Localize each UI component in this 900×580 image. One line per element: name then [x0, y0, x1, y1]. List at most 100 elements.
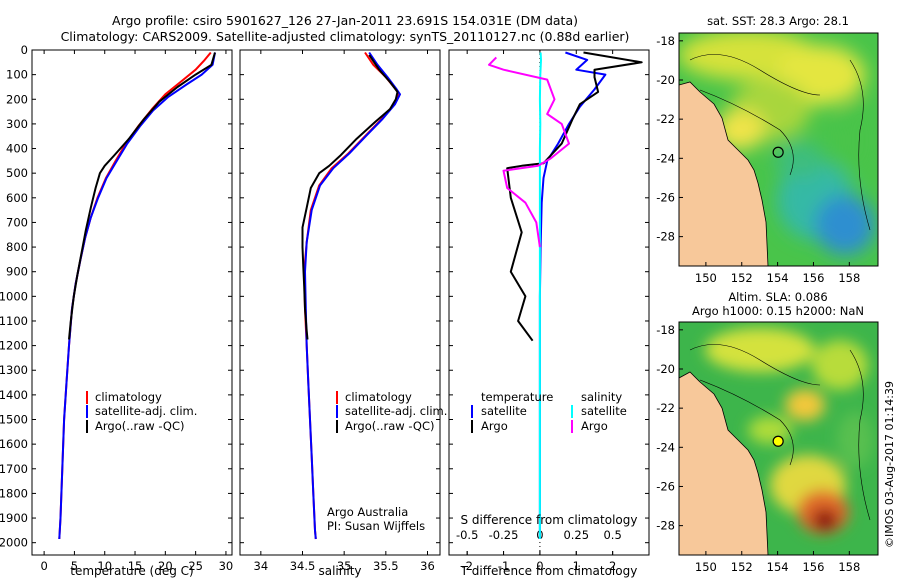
sla-argo-location-marker — [772, 435, 784, 447]
y-tick-label: 1900 — [0, 511, 28, 525]
sst-blob — [840, 100, 878, 180]
y-tick-label: 1500 — [0, 413, 28, 427]
x-tick-label: 35 — [337, 559, 352, 573]
map-x-tick-label: 154 — [767, 271, 789, 285]
map-y-tick-label: -26 — [656, 479, 675, 493]
x-tick-label: 2 — [609, 559, 616, 573]
y-tick-label: 1700 — [0, 462, 28, 476]
map-x-tick-label: 158 — [838, 560, 860, 574]
sst-blob — [815, 195, 875, 255]
y-tick-label: 900 — [6, 265, 28, 279]
sla-blob — [812, 340, 868, 390]
map-y-tick-label: -20 — [656, 362, 675, 376]
map-y-tick-label: -28 — [656, 230, 675, 244]
difference-x-label: T difference from climatology — [460, 564, 638, 578]
sla-field-blobs — [705, 328, 873, 534]
imos-credit: ©IMOS 03-Aug-2017 01:14:39 — [883, 381, 896, 548]
x-tick-label: 0 — [40, 559, 47, 573]
salinity-plot-frame — [239, 49, 441, 556]
y-tick-label: 1600 — [0, 437, 28, 451]
sla-map-axes: 150 152 154 156 158 -18 -20 -22 -24 -26 -28 — [656, 323, 860, 574]
x-tick-label: 34 — [254, 559, 269, 573]
salinity-panel: 34 34.5 35 35.5 36 climatology satellite-adj… — [239, 49, 447, 578]
y-tick-label: 1000 — [0, 289, 28, 303]
legend-label-satellite: satellite-adj. clim. — [95, 404, 197, 418]
y-tick-label: 400 — [6, 142, 28, 156]
x-tick-label: 34.5 — [290, 559, 316, 573]
sst-argo-location-marker — [772, 146, 784, 158]
map-x-tick-label: 152 — [731, 560, 753, 574]
top-x-tick-label: 0.5 — [603, 528, 621, 542]
temperature-series — [58, 51, 216, 540]
y-tick-label: 1800 — [0, 486, 28, 500]
temperature-axes: 0100200300400500600700800900100011001200… — [0, 43, 233, 573]
difference-legend: temperature satellite Argo salinity sate… — [471, 390, 627, 433]
x-tick-label: 5 — [71, 559, 78, 573]
sla-map-field — [679, 322, 878, 555]
salinity-x-label: salinity — [318, 564, 361, 578]
map-y-tick-label: -24 — [656, 151, 675, 165]
sst-map-frame — [678, 32, 879, 267]
top-x-tick-label: -0.25 — [489, 528, 519, 542]
difference-panel: -2-1012-0.5-0.2500.250.5 temperature sat… — [448, 49, 650, 578]
series-line-s-satellite — [538, 52, 542, 539]
figure-title-line1: Argo profile: csiro 5901627_126 27-Jan-2… — [112, 13, 578, 28]
sla-blob — [785, 389, 825, 421]
x-tick-label: 10 — [97, 559, 112, 573]
sst-map-field — [679, 33, 878, 266]
temperature-panel: 0100200300400500600700800900100011001200… — [0, 43, 233, 578]
temperature-legend: climatology satellite-adj. clim. Argo(..… — [86, 390, 197, 433]
figure-title-line2: Climatology: CARS2009. Satellite-adjuste… — [61, 29, 630, 44]
x-tick-label: 1 — [573, 559, 580, 573]
map-x-tick-label: 154 — [767, 560, 789, 574]
sst-bathymetry-contours — [689, 54, 871, 231]
sst-blob — [775, 142, 825, 178]
map-y-tick-label: -22 — [656, 401, 675, 415]
legend-label-argo: Argo(..raw -QC) — [345, 419, 435, 433]
legend-label-s-argo: Argo — [581, 419, 608, 433]
x-tick-label: 36 — [420, 559, 435, 573]
y-tick-label: 1300 — [0, 363, 28, 377]
temperature-x-label: temperature (deg C) — [70, 564, 193, 578]
map-y-tick-label: -18 — [656, 34, 675, 48]
map-y-tick-label: -26 — [656, 190, 675, 204]
sla-blob — [748, 416, 792, 444]
map-x-tick-label: 152 — [731, 271, 753, 285]
y-tick-label: 500 — [6, 166, 28, 180]
map-x-tick-label: 158 — [838, 271, 860, 285]
map-x-tick-label: 156 — [802, 560, 824, 574]
difference-top-axis-label: S difference from climatology — [461, 513, 638, 527]
legend-label-climatology: climatology — [95, 390, 162, 404]
map-y-tick-label: -24 — [656, 440, 675, 454]
x-tick-label: -2 — [461, 559, 472, 573]
x-tick-label: 35.5 — [373, 559, 399, 573]
difference-plot-frame — [448, 49, 650, 556]
sla-map-title: Altim. SLA: 0.086 — [728, 290, 827, 304]
salinity-axes: 34 34.5 35 35.5 36 — [240, 49, 440, 573]
x-tick-label: 0 — [536, 559, 543, 573]
top-x-tick-label: -0.5 — [456, 528, 478, 542]
map-x-tick-label: 156 — [802, 271, 824, 285]
series-line-s-argo — [488, 56, 570, 248]
y-tick-label: 300 — [6, 117, 28, 131]
map-y-tick-label: -20 — [656, 73, 675, 87]
y-tick-label: 2000 — [0, 536, 28, 550]
difference-series — [488, 51, 643, 539]
map-y-tick-label: -22 — [656, 112, 675, 126]
x-tick-label: -1 — [498, 559, 509, 573]
y-tick-label: 1200 — [0, 339, 28, 353]
y-tick-label: 600 — [6, 191, 28, 205]
series-line-argo — [68, 52, 216, 340]
legend-label-satellite: satellite-adj. clim. — [345, 404, 447, 418]
map-x-tick-label: 150 — [695, 271, 717, 285]
x-tick-label: 15 — [128, 559, 143, 573]
sla-blob — [837, 412, 873, 468]
x-tick-label: 20 — [158, 559, 173, 573]
salinity-annotation-pi: PI: Susan Wijffels — [327, 519, 425, 533]
series-line-satellite-adj-clim- — [58, 52, 216, 540]
map-y-tick-label: -18 — [656, 323, 675, 337]
legend-label-t-argo: Argo — [481, 419, 508, 433]
sla-map-subtitle: Argo h1000: 0.15 h2000: NaN — [692, 304, 864, 318]
sla-blob — [705, 328, 815, 372]
